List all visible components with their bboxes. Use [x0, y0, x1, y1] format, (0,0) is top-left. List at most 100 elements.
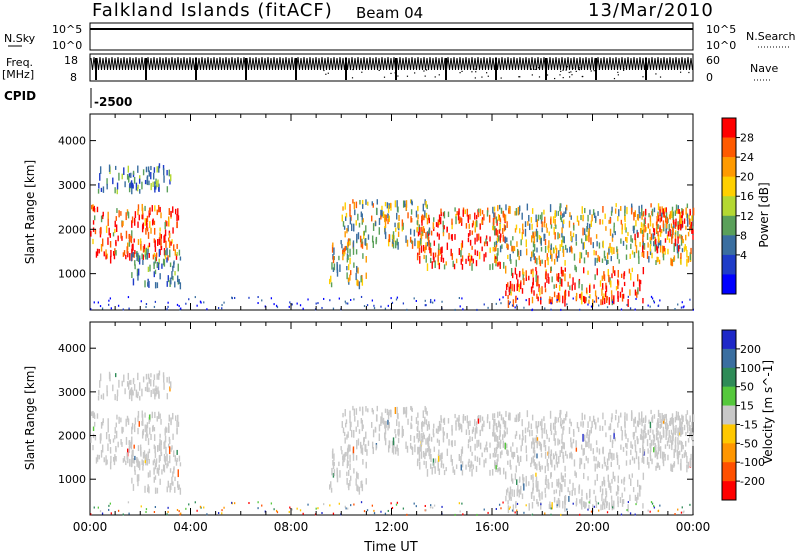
power-cell [518, 209, 520, 215]
velocity-cell [115, 455, 117, 462]
velocity-cell [509, 412, 511, 421]
velocity-cell [624, 412, 626, 420]
velocity-cell [137, 391, 139, 396]
velocity-cell [125, 436, 128, 445]
velocity-cell [572, 438, 575, 444]
power-cell [426, 263, 429, 271]
power-cell [342, 249, 344, 255]
power-cell [535, 270, 538, 276]
velocity-cell [141, 430, 144, 437]
velocity-cell [467, 421, 469, 428]
power-cell [519, 205, 521, 212]
nave-point [623, 69, 625, 71]
power-cell [512, 236, 514, 241]
velocity-cell [143, 450, 146, 458]
velocity-cell [148, 486, 150, 494]
power-cell [634, 308, 636, 311]
velocity-cell [601, 493, 603, 502]
velocity-cell [261, 504, 263, 507]
velocity-cell [174, 476, 176, 482]
power-cell [141, 214, 143, 220]
velocity-cell [176, 481, 179, 488]
nave-point [378, 69, 380, 72]
velocity-cell [571, 490, 573, 496]
colorbar-tick-label: 15 [740, 400, 754, 413]
velocity-cell [522, 479, 524, 486]
velocity-cell [95, 457, 98, 464]
colorbar-segment [722, 386, 736, 406]
power-cell [511, 304, 514, 307]
velocity-cell [134, 455, 136, 461]
velocity-cell [391, 506, 394, 509]
velocity-cell [142, 419, 144, 426]
velocity-cell [476, 513, 478, 516]
power-cell [604, 213, 606, 219]
velocity-cell [168, 414, 170, 422]
velocity-cell [663, 451, 665, 458]
power-cell [93, 207, 95, 212]
velocity-cell [666, 440, 669, 447]
power-cell [539, 214, 542, 220]
velocity-cell [573, 459, 576, 467]
power-cell [588, 296, 590, 299]
power-cell [392, 231, 395, 240]
velocity-cell [673, 425, 675, 431]
power-cell [140, 245, 142, 251]
velocity-cell [588, 441, 590, 449]
velocity-cell [476, 426, 478, 434]
power-cell [547, 273, 549, 279]
power-cell [517, 206, 520, 214]
velocity-cell [659, 446, 662, 453]
power-cell [142, 169, 145, 176]
power-cell [650, 240, 652, 247]
power-cell [637, 214, 640, 221]
power-cell [433, 217, 435, 222]
velocity-cell [553, 433, 555, 442]
velocity-cell [644, 415, 647, 422]
velocity-cell [472, 426, 475, 432]
velocity-cell [384, 512, 387, 515]
power-cell [152, 254, 155, 260]
velocity-cell [553, 489, 555, 495]
power-cell [554, 232, 556, 240]
power-cell [625, 227, 627, 233]
velocity-cell [656, 428, 658, 436]
power-cell [427, 231, 430, 237]
power-cell [686, 258, 688, 267]
velocity-cell [417, 420, 419, 426]
velocity-cell [528, 421, 530, 428]
power-cell [395, 298, 398, 301]
velocity-cell [511, 451, 513, 458]
power-cell [623, 272, 625, 280]
velocity-cell [401, 425, 404, 433]
nave-point [688, 71, 690, 74]
power-colorbar-label: Power [dB] [757, 182, 771, 247]
velocity-cell [651, 415, 654, 423]
power-cell [121, 221, 123, 228]
velocity-cell [421, 420, 424, 427]
velocity-cell [176, 508, 179, 511]
velocity-cell [581, 412, 583, 421]
power-cell [680, 252, 682, 260]
power-cell [541, 259, 543, 264]
velocity-cell [559, 409, 561, 418]
velocity-cell [614, 437, 616, 442]
power-cell [481, 210, 484, 215]
power-cell [557, 232, 559, 240]
power-cell [674, 307, 676, 310]
power-cell [492, 225, 494, 231]
power-cell [128, 234, 130, 239]
power-cell [461, 255, 464, 262]
power-cell [522, 229, 524, 235]
power-cell [650, 295, 653, 298]
velocity-cell [557, 498, 560, 506]
velocity-cell [685, 431, 687, 437]
power-cell [634, 238, 637, 247]
power-cell [153, 271, 155, 278]
nave-point [327, 72, 329, 74]
velocity-cell [621, 430, 623, 436]
power-cell [373, 307, 376, 310]
power-cell [415, 210, 418, 218]
power-cell [590, 220, 592, 228]
power-cell [273, 303, 275, 306]
